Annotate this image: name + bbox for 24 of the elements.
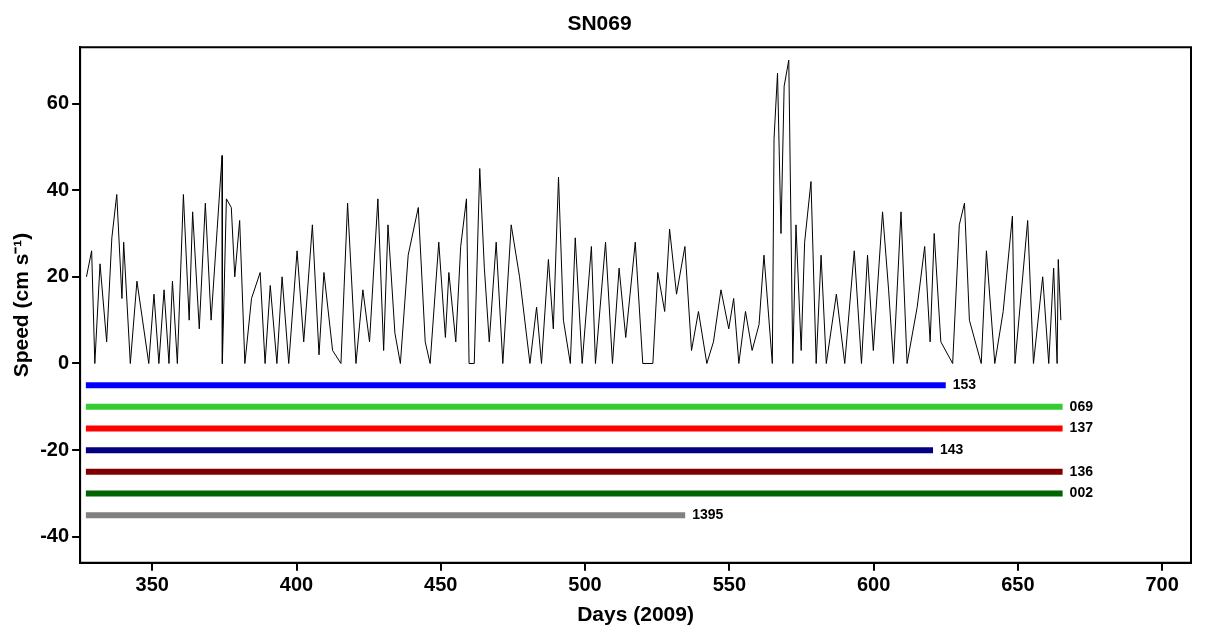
x-tick-label: 450 — [424, 573, 458, 596]
chart-title: SN069 — [567, 11, 632, 35]
x-tick-label: 650 — [1001, 573, 1035, 596]
x-tick-label: 500 — [568, 573, 602, 596]
y-tick-label: 0 — [57, 351, 70, 374]
x-tick-label: 550 — [712, 573, 747, 596]
series-label: 069 — [1069, 397, 1094, 414]
x-tick-label: 350 — [135, 573, 169, 596]
y-tick-label: -20 — [40, 437, 70, 460]
x-axis-title: Days (2009) — [577, 602, 694, 626]
x-tick-label: 400 — [279, 573, 314, 596]
x-tick-label: 600 — [856, 573, 891, 596]
y-tick-label: -40 — [40, 524, 70, 547]
series-label: 002 — [1069, 484, 1094, 501]
y-tick-label: 40 — [46, 177, 70, 200]
series-label: 136 — [1069, 462, 1094, 479]
x-tick-label: 700 — [1145, 573, 1179, 596]
y-axis-title: Speed (cm s⁻¹) — [9, 232, 33, 378]
series-label: 153 — [952, 376, 977, 393]
series-label: 143 — [940, 441, 964, 458]
series-label: 137 — [1069, 419, 1094, 436]
y-tick-label: 60 — [46, 91, 70, 114]
series-label: 1395 — [692, 506, 724, 522]
y-tick-label: 20 — [46, 264, 70, 287]
